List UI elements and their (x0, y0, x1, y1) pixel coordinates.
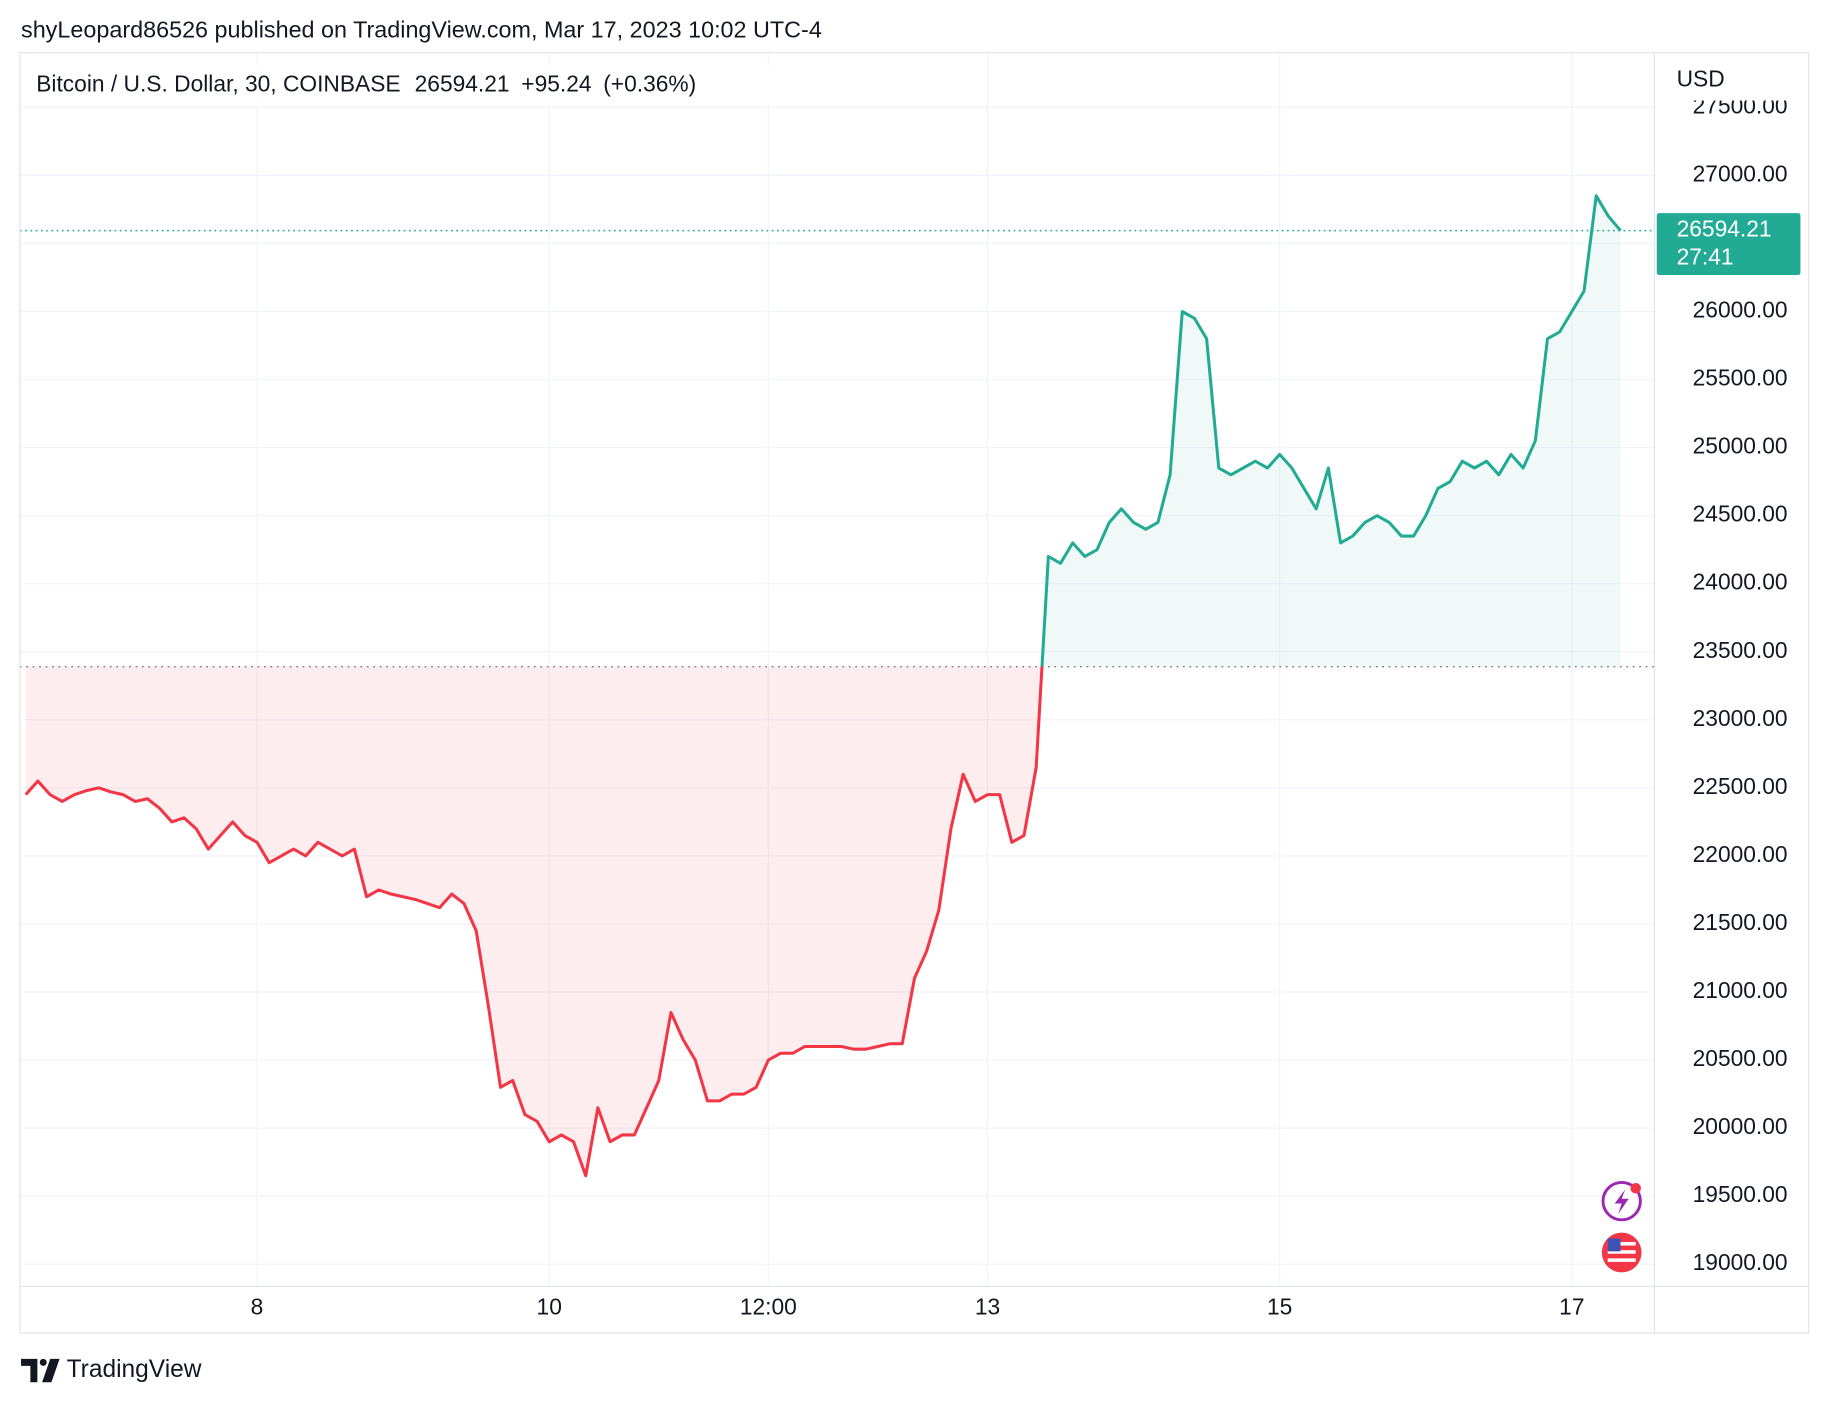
symbol: Bitcoin / U.S. Dollar, 30, COINBASE (36, 70, 400, 96)
brand-logo (21, 1358, 60, 1383)
y-tick-label: 22500.00 (1693, 773, 1788, 799)
y-tick-label: 24500.00 (1693, 501, 1788, 527)
price-tag (1656, 213, 1801, 276)
y-tick-label: 19000.00 (1693, 1249, 1788, 1275)
grid (19, 52, 1655, 1287)
logo-part (42, 1358, 60, 1383)
published-line: shyLeopard86526 published on TradingView… (21, 17, 822, 43)
y-tick-label: 23000.00 (1693, 705, 1788, 731)
flag-stripe (1607, 1258, 1636, 1262)
x-tick-label: 15 (1267, 1294, 1292, 1320)
flag-stripe (1607, 1250, 1636, 1254)
currency: USD (1677, 66, 1725, 92)
axis: 19000.00 19500.00 20000.00 20500.00 21000.00… (251, 60, 1801, 1320)
y-tick-label: 23500.00 (1693, 637, 1788, 663)
brand: TradingView (67, 1356, 202, 1383)
x-tick-label: 12:00 (740, 1294, 797, 1320)
price-tag-countdown: 27:41 (1677, 244, 1734, 270)
lightning (1614, 1189, 1629, 1214)
y-tick-label: 24000.00 (1693, 569, 1788, 595)
legend-change: +95.24 (521, 70, 591, 96)
flag-stripe (1607, 1242, 1636, 1246)
y-tick-label: 26000.00 (1693, 297, 1788, 323)
y-tick-label: 21500.00 (1693, 909, 1788, 935)
series (19, 194, 1655, 1178)
x-tick-label: 13 (975, 1294, 1000, 1320)
y-tick-label: 25500.00 (1693, 365, 1788, 391)
baseline-area (25, 195, 1621, 1176)
icons (1601, 1180, 1642, 1273)
legend-change-pct: (+0.36%) (603, 70, 696, 96)
alert-dot (1630, 1183, 1641, 1194)
y-tick-label: 20500.00 (1693, 1045, 1788, 1071)
x-tick-label: 17 (1559, 1294, 1584, 1320)
logo-part (39, 1358, 47, 1366)
y-tick-label: 19500.00 (1693, 1181, 1788, 1207)
y-tick-label: 22000.00 (1693, 841, 1788, 867)
y-tick-label: 27000.00 (1693, 160, 1788, 186)
x-tick-label: 10 (537, 1294, 562, 1320)
chart-frame (19, 52, 1810, 1334)
price-line-series (24, 194, 1622, 1178)
y-tick-label: 21000.00 (1693, 977, 1788, 1003)
price-tag-value: 26594.21 (1677, 216, 1772, 242)
y-tick-label: 25000.00 (1693, 433, 1788, 459)
flag-canton (1607, 1238, 1621, 1252)
currency-bg (1663, 60, 1793, 101)
y-tick-label: 20000.00 (1693, 1113, 1788, 1139)
legend-price: 26594.21 (415, 70, 510, 96)
x-tick-label: 8 (251, 1294, 264, 1320)
legend-bg (23, 65, 772, 106)
logo-part (21, 1358, 38, 1383)
